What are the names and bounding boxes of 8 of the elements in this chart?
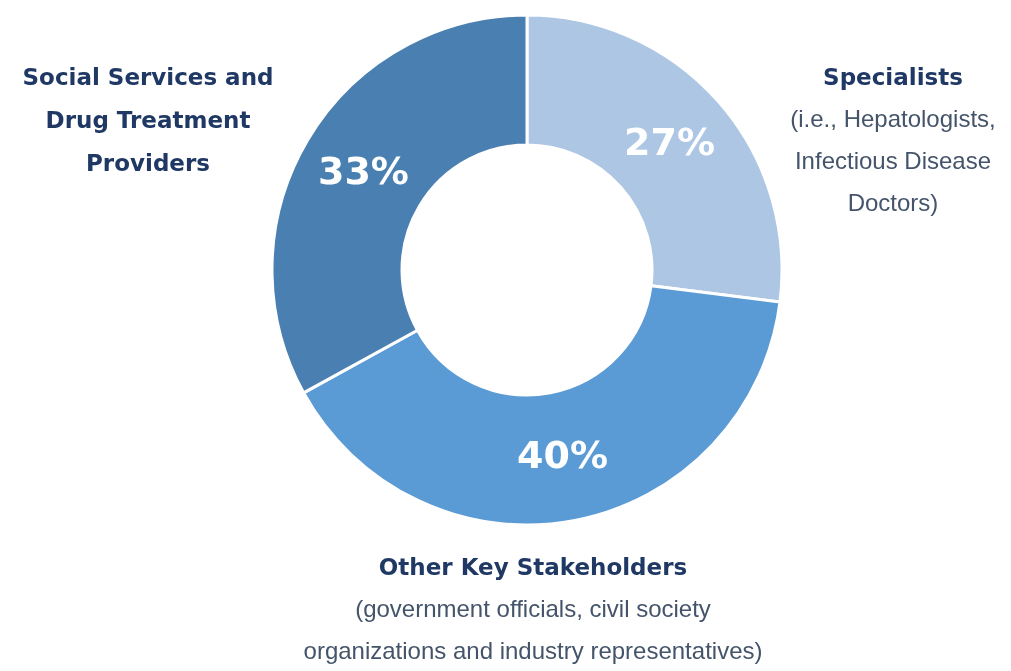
data-label: 40%: [517, 432, 609, 477]
text: (government officials, civil society organizations and industry representatives): [303, 595, 763, 664]
slice-label: Other Key Stakeholders: [378, 554, 688, 580]
data-label: 33%: [317, 149, 409, 194]
slice-label: Specialists: [823, 64, 963, 90]
text: (i.e., Hepatologists, Infectious Disease Doctors): [790, 105, 996, 216]
data-label: 27%: [624, 120, 716, 165]
slice-label: Social Services and Drug Treatment Providers: [22, 64, 274, 176]
